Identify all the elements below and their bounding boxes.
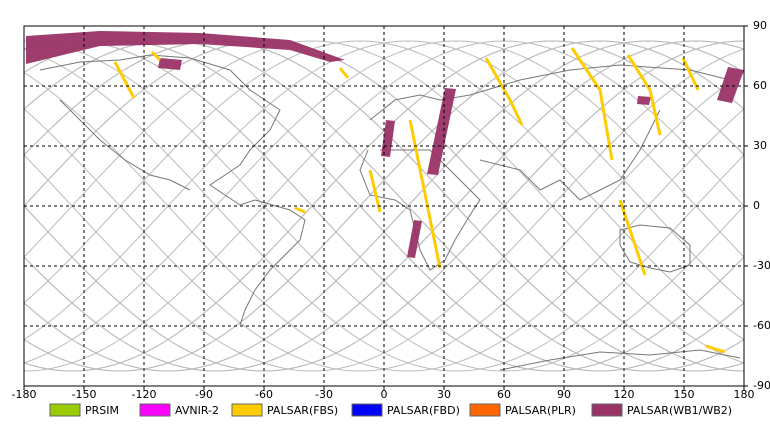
legend-swatch [469, 403, 501, 417]
x-tick-label: 180 [734, 388, 755, 401]
y-tick-label: 0 [753, 199, 760, 212]
x-tick-label: 0 [381, 388, 388, 401]
legend-label: PALSAR(FBD) [387, 404, 460, 417]
legend-label: PALSAR(FBS) [267, 404, 338, 417]
legend-label: PALSAR(WB1/WB2) [627, 404, 732, 417]
x-tick-label: 60 [497, 388, 511, 401]
swath [407, 220, 422, 258]
axes: -180 -150 -120 -90 -60 -30 0 30 60 90 120 150 180-90… [12, 19, 770, 401]
x-tick-label: -30 [315, 388, 333, 401]
y-tick-label: 60 [753, 79, 767, 92]
y-tick-label: 30 [753, 139, 767, 152]
x-tick-label: -60 [255, 388, 273, 401]
x-tick-label: 30 [437, 388, 451, 401]
legend-swatch [139, 403, 171, 417]
x-tick-label: -180 [12, 388, 37, 401]
palsar-fbs-swaths [113, 47, 726, 354]
coastlines [39, 54, 741, 371]
swath [158, 58, 182, 70]
x-tick-label: 90 [557, 388, 571, 401]
legend-swatch [351, 403, 383, 417]
swath [26, 31, 345, 64]
y-tick-label: -90 [753, 379, 770, 392]
swath [427, 88, 456, 175]
legend-label: PRSIM [85, 404, 119, 417]
x-tick-label: 150 [674, 388, 695, 401]
palsar-wb-swaths [26, 31, 744, 258]
x-tick-label: 120 [614, 388, 635, 401]
legend-label: AVNIR-2 [175, 404, 219, 417]
swath [637, 96, 651, 105]
legend-label: PALSAR(PLR) [505, 404, 576, 417]
x-tick-label: -90 [195, 388, 213, 401]
legend: PRSIM AVNIR-2 PALSAR(FBS) PALSAR(FBD) PALSAR… [49, 403, 732, 417]
x-tick-label: -120 [132, 388, 157, 401]
x-tick-label: -150 [72, 388, 97, 401]
y-tick-label: -30 [753, 259, 770, 272]
legend-swatch [591, 403, 623, 417]
y-tick-label: -60 [753, 319, 770, 332]
legend-swatch [231, 403, 263, 417]
legend-swatch [49, 403, 81, 417]
swath [717, 67, 744, 103]
y-tick-label: 90 [753, 19, 767, 32]
